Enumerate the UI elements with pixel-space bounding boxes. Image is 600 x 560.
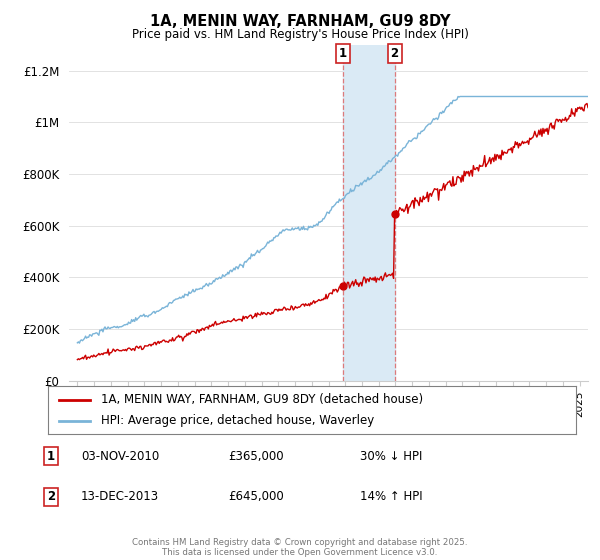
Text: 1A, MENIN WAY, FARNHAM, GU9 8DY (detached house): 1A, MENIN WAY, FARNHAM, GU9 8DY (detache… <box>101 393 423 406</box>
Text: HPI: Average price, detached house, Waverley: HPI: Average price, detached house, Wave… <box>101 414 374 427</box>
Text: 30% ↓ HPI: 30% ↓ HPI <box>360 450 422 463</box>
Text: 14% ↑ HPI: 14% ↑ HPI <box>360 490 422 503</box>
Text: 1: 1 <box>338 48 347 60</box>
Text: Price paid vs. HM Land Registry's House Price Index (HPI): Price paid vs. HM Land Registry's House … <box>131 28 469 41</box>
Text: £645,000: £645,000 <box>228 490 284 503</box>
Text: 03-NOV-2010: 03-NOV-2010 <box>81 450 159 463</box>
Text: 1A, MENIN WAY, FARNHAM, GU9 8DY: 1A, MENIN WAY, FARNHAM, GU9 8DY <box>150 14 450 29</box>
Bar <box>343 45 395 381</box>
Text: 2: 2 <box>391 48 398 60</box>
Text: 13-DEC-2013: 13-DEC-2013 <box>81 490 159 503</box>
Text: £365,000: £365,000 <box>228 450 284 463</box>
Text: 2: 2 <box>47 490 55 503</box>
Text: Contains HM Land Registry data © Crown copyright and database right 2025.
This d: Contains HM Land Registry data © Crown c… <box>132 538 468 557</box>
Text: 1: 1 <box>47 450 55 463</box>
